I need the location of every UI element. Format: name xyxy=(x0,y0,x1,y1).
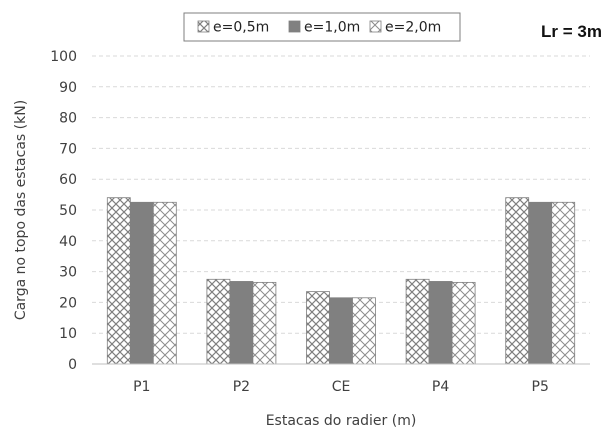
y-tick-label: 30 xyxy=(59,265,77,281)
bar-p4-series-2 xyxy=(428,281,453,365)
bars xyxy=(106,197,576,365)
y-axis-ticks: 0 10 20 30 40 50 60 70 80 90 100 xyxy=(50,49,77,373)
bar-ce-series-3 xyxy=(352,297,376,365)
bar-p5-series-3 xyxy=(551,201,576,365)
legend-swatch-2 xyxy=(288,20,301,33)
bar-p1-series-1 xyxy=(106,197,131,365)
bar-ce-series-1 xyxy=(306,291,330,365)
x-tick-label: P2 xyxy=(233,379,250,395)
y-tick-label: 50 xyxy=(59,203,77,219)
y-tick-label: 20 xyxy=(59,295,77,311)
bar-p5-series-2 xyxy=(528,201,553,365)
y-tick-label: 90 xyxy=(59,80,77,96)
legend-box xyxy=(183,12,461,42)
bar-p4-series-1 xyxy=(405,278,430,365)
bar-p2-series-3 xyxy=(252,281,277,365)
y-tick-label: 70 xyxy=(59,141,77,157)
y-axis-title: Carga no topo das estacas (kN) xyxy=(13,100,29,320)
y-tick-label: 60 xyxy=(59,172,77,188)
bar-ce-series-2 xyxy=(329,297,353,365)
x-axis-title: Estacas do radier (m) xyxy=(266,413,417,429)
y-tick-label: 10 xyxy=(59,326,77,342)
legend: e=0,5m e=1,0m e=2,0m xyxy=(183,12,461,42)
x-tick-label: CE xyxy=(332,379,351,395)
x-tick-label: P5 xyxy=(532,379,549,395)
legend-swatch-3 xyxy=(369,20,382,33)
bar-p4-series-3 xyxy=(451,281,476,365)
bar-p1-series-2 xyxy=(129,201,154,365)
x-axis-ticks: P1 P2 CE P4 P5 xyxy=(133,379,549,395)
bar-p5-series-1 xyxy=(505,197,530,365)
y-tick-label: 80 xyxy=(59,111,77,127)
bar-p2-series-2 xyxy=(229,281,254,365)
bar-p1-series-3 xyxy=(152,201,177,365)
x-tick-label: P4 xyxy=(432,379,449,395)
legend-swatch-1 xyxy=(197,20,210,33)
y-tick-label: 100 xyxy=(50,49,77,65)
chart-annotation: Lr = 3m xyxy=(541,22,602,41)
y-tick-label: 0 xyxy=(68,357,77,373)
legend-label-1: e=0,5m xyxy=(213,20,269,36)
x-tick-label: P1 xyxy=(133,379,150,395)
y-tick-label: 40 xyxy=(59,234,77,250)
legend-label-2: e=1,0m xyxy=(304,20,360,36)
bar-p2-series-1 xyxy=(206,278,231,365)
legend-label-3: e=2,0m xyxy=(385,20,441,36)
